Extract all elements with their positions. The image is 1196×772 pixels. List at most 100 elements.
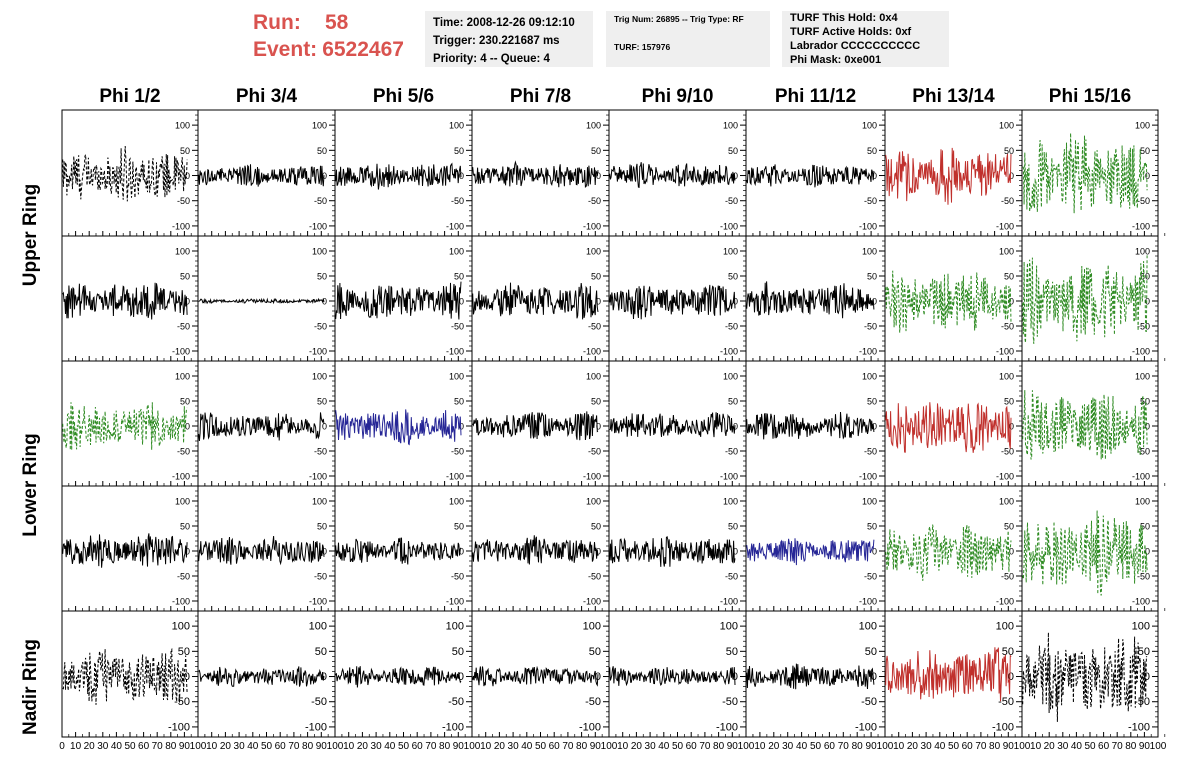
y-tick-label: -100 [583,597,601,607]
y-tick-label: -50 [725,572,738,582]
y-tick-label: 50 [1004,272,1014,282]
y-tick-label: -100 [859,221,877,231]
y-tick-label: 0 [596,547,601,557]
y-tick-label: 0 [322,547,327,557]
priority-text: Priority: 4 -- Queue: 4 [433,53,550,65]
y-tick-label: -50 [1137,196,1150,206]
waveform-line [746,538,875,566]
y-tick-label: 0 [1009,297,1014,307]
column-header: Phi 9/10 [641,86,714,107]
y-tick-label: 100 [720,621,738,633]
waveform-line [1022,390,1148,460]
waveform-line [885,270,1012,333]
y-tick-label: 0 [184,671,190,683]
y-tick-label: 100 [996,621,1014,633]
x-tick-label: 70 [152,741,164,752]
run-label: Run: [253,11,301,34]
waveform-line [746,411,875,440]
x-tick-label: 60 [962,741,974,752]
y-tick-label: 100 [723,372,738,382]
y-tick-label: 0 [1144,671,1150,683]
y-tick-label: -50 [588,572,601,582]
y-tick-label: -100 [305,721,327,733]
y-tick-label: -50 [864,322,877,332]
x-tick-label: 50 [261,741,273,752]
y-tick-label: 100 [312,247,327,257]
y-tick-label: -100 [1128,721,1150,733]
y-tick-label: -50 [588,196,601,206]
x-tick-label: 90 [590,741,602,752]
y-tick-label: 0 [872,171,877,181]
panel-r3-c6: -100 -50 0 50 100 [884,485,1030,612]
labrador-text: Labrador CCCCCCCCCC [790,40,921,52]
run-value: 58 [325,11,349,34]
waveform-line [472,160,599,188]
y-tick-label: 100 [312,497,327,507]
x-tick-label: 80 [713,741,725,752]
y-tick-label: -100 [583,347,601,357]
y-tick-label: 0 [459,171,464,181]
y-tick-label: 100 [586,121,601,131]
x-tick-label: 70 [425,741,437,752]
column-header: Phi 11/12 [774,86,857,107]
y-tick-label: 0 [596,171,601,181]
y-tick-label: 50 [591,522,601,532]
y-tick-label: 50 [454,272,464,282]
x-tick-label: 80 [165,741,177,752]
phi-mask-text: Phi Mask: 0xe001 [790,54,882,66]
y-tick-label: -50 [1001,447,1014,457]
y-tick-label: 0 [1145,547,1150,557]
y-tick-label: -100 [583,472,601,482]
y-tick-label: -50 [861,696,877,708]
y-tick-label: 0 [596,297,601,307]
x-tick-label: 20 [220,741,232,752]
y-tick-label: 100 [999,121,1014,131]
y-tick-label: 0 [596,422,601,432]
y-tick-label: 0 [185,297,190,307]
x-tick-label: 30 [508,741,520,752]
waveform-line [198,535,325,566]
x-tick-label: 80 [1125,741,1137,752]
y-tick-label: 50 [867,272,877,282]
x-tick-label: 20 [84,741,96,752]
y-tick-label: -100 [172,597,190,607]
waveform-line [1022,132,1148,214]
y-tick-label: -50 [998,696,1014,708]
waveform-line [335,281,462,320]
x-tick-label: 10 [893,741,905,752]
x-tick-label: 30 [645,741,657,752]
x-tick-label: 90 [727,741,739,752]
panel-r1-c3: -100 -50 0 50 100 [471,235,617,362]
x-tick-label: 40 [796,741,808,752]
x-tick-label: 60 [549,741,561,752]
y-tick-label: -50 [177,572,190,582]
panel-r1-c1: -100 -50 0 50 100 [197,235,343,362]
x-tick-label: 90 [1139,741,1151,752]
y-tick-label: 100 [175,497,190,507]
y-tick-label: 50 [317,272,327,282]
x-tick-label: 20 [768,741,780,752]
y-tick-label: -100 [172,221,190,231]
y-tick-label: 100 [723,247,738,257]
panel-r1-c4: -100 -50 0 50 100 [608,235,754,362]
y-tick-label: -50 [864,196,877,206]
x-tick-label: 100 [1014,741,1031,752]
y-tick-label: -100 [168,721,190,733]
y-tick-label: -100 [583,221,601,231]
y-tick-label: -50 [448,696,464,708]
y-tick-label: 100 [446,621,464,633]
panel-r0-c5: -100 -50 0 50 100 [745,109,893,237]
y-tick-label: 0 [872,422,877,432]
y-tick-label: 0 [1008,671,1014,683]
x-tick-label: 100 [601,741,618,752]
y-tick-label: 0 [1145,171,1150,181]
panel-r3-c3: -100 -50 0 50 100 [471,485,617,612]
x-tick-label: 10 [206,741,218,752]
column-header: Phi 1/2 [99,86,161,107]
x-tick-label: 20 [631,741,643,752]
x-tick-label: 50 [124,741,136,752]
x-tick-label: 0 [59,741,65,752]
column-header: Phi 13/14 [912,86,995,107]
y-tick-label: 0 [872,297,877,307]
